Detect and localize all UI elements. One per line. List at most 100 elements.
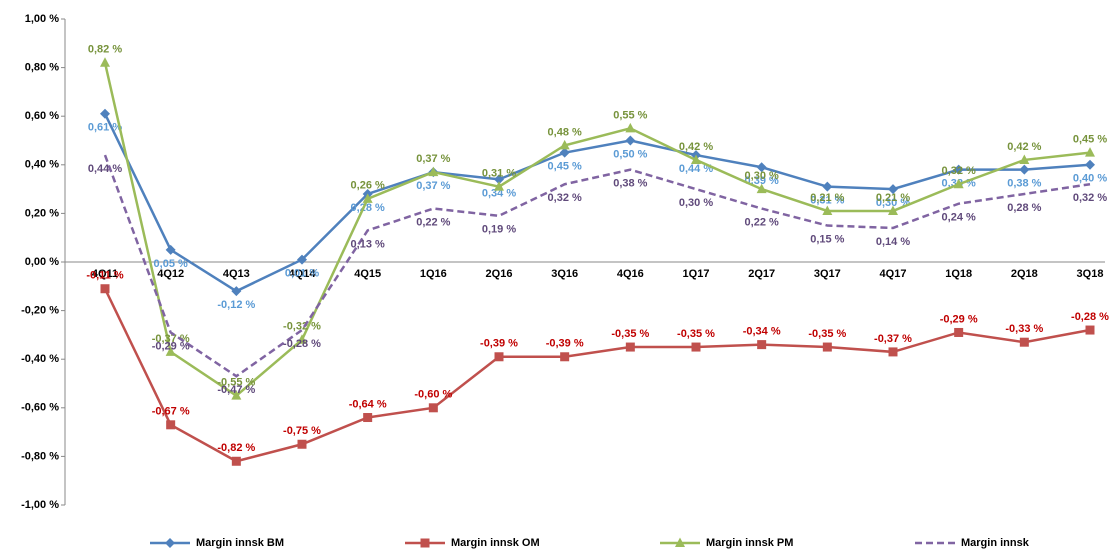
x-tick-label: 4Q15 [354,268,381,280]
data-label: 0,30 % [876,197,910,209]
data-label: 0,38 % [613,178,647,190]
data-label: -0,37 % [874,333,912,345]
y-tick-label: -1,00 % [21,499,59,511]
data-label: 0,45 % [548,161,582,173]
point [1019,337,1029,347]
data-label: 0,61 % [88,122,122,134]
data-label: 0,05 % [154,258,188,270]
legend-marker [420,538,430,548]
x-tick-label: 4Q11 [92,268,118,280]
data-label: 0,19 % [482,224,516,236]
data-label: -0,28 % [1071,311,1109,323]
point [888,347,898,357]
point [822,342,832,352]
data-label: 0,28 % [1007,202,1041,214]
series-line [103,288,1091,463]
point [166,420,176,430]
x-tick-label: 3Q16 [551,268,578,280]
x-tick-label: 2Q18 [1011,268,1038,280]
point [297,439,307,449]
point [494,174,504,185]
y-tick-label: 1,00 % [25,13,59,25]
x-tick-label: 1Q18 [945,268,972,280]
point [231,286,242,297]
point [1085,159,1095,170]
legend-marker [165,538,175,548]
data-label: 0,22 % [416,216,450,228]
legend-label: Margin innsk OM [451,537,540,549]
point [625,342,635,352]
point [1085,325,1095,335]
data-label: 0,21 % [810,192,844,204]
x-tick-label: 4Q13 [223,268,250,280]
data-label: 0,38 % [1007,178,1041,190]
y-tick-label: 0,20 % [25,207,59,219]
y-tick-label: 0,80 % [25,62,59,74]
data-label: -0,34 % [743,326,781,338]
point [822,181,833,192]
point [691,342,701,352]
x-tick-label: 2Q16 [486,268,513,280]
point [954,327,964,337]
data-label: 0,45 % [1073,134,1107,146]
legend-marker [675,537,685,547]
x-tick-label: 3Q17 [814,268,841,280]
data-label: 0,28 % [351,202,385,214]
point [625,135,636,146]
data-label: 0,26 % [351,180,385,192]
y-tick-label: 0,00 % [25,256,59,268]
y-tick-label: 0,40 % [25,159,59,171]
point [757,340,767,350]
data-label: -0,35 % [677,328,715,340]
data-label: -0,12 % [217,299,255,311]
x-tick-label: 4Q16 [617,268,644,280]
data-label: 0,14 % [876,236,910,248]
data-label: 0,22 % [745,216,779,228]
data-label: 0,15 % [810,233,844,245]
data-label: -0,32 % [283,321,321,333]
legend-label: Margin innsk PM [706,537,793,549]
data-label: 0,21 % [876,192,910,204]
point [231,390,242,400]
data-label: -0,55 % [217,377,255,389]
data-label: -0,60 % [414,389,452,401]
data-label: -0,39 % [546,338,584,350]
data-label: 0,24 % [942,212,976,224]
data-label: -0,11 % [86,270,124,282]
data-label: 0,48 % [548,126,582,138]
data-label: 0,01 % [285,267,319,279]
data-label: -0,75 % [283,425,321,437]
point [888,205,898,215]
legend-label: Margin innsk BM [196,537,284,549]
data-label: 0,31 % [482,168,516,180]
point [888,184,898,195]
data-label: 0,50 % [613,148,647,160]
data-label: 0,42 % [1007,141,1041,153]
series-line [103,113,1091,293]
data-label: 0,42 % [679,141,713,153]
x-tick-label: 4Q17 [880,268,907,280]
point [165,346,176,356]
data-label: -0,47 % [217,384,255,396]
point [100,57,110,67]
point [953,178,964,189]
y-tick-label: 0,60 % [25,110,59,122]
data-label: -0,35 % [808,328,846,340]
y-tick-label: -0,40 % [21,353,59,365]
point [822,205,833,215]
data-label: -0,64 % [349,398,387,410]
data-label: -0,67 % [152,406,190,418]
point [559,139,570,150]
data-label: 0,32 % [548,192,582,204]
point [756,183,767,194]
data-label: 0,37 % [416,153,450,165]
point [494,181,504,191]
data-label: 0,30 % [679,197,713,209]
x-tick-label: 1Q17 [683,268,710,280]
data-label: 0,37 % [416,180,450,192]
data-label: 0,30 % [745,170,779,182]
point [165,244,176,255]
point [362,193,373,203]
data-label: -0,33 % [1005,323,1043,335]
